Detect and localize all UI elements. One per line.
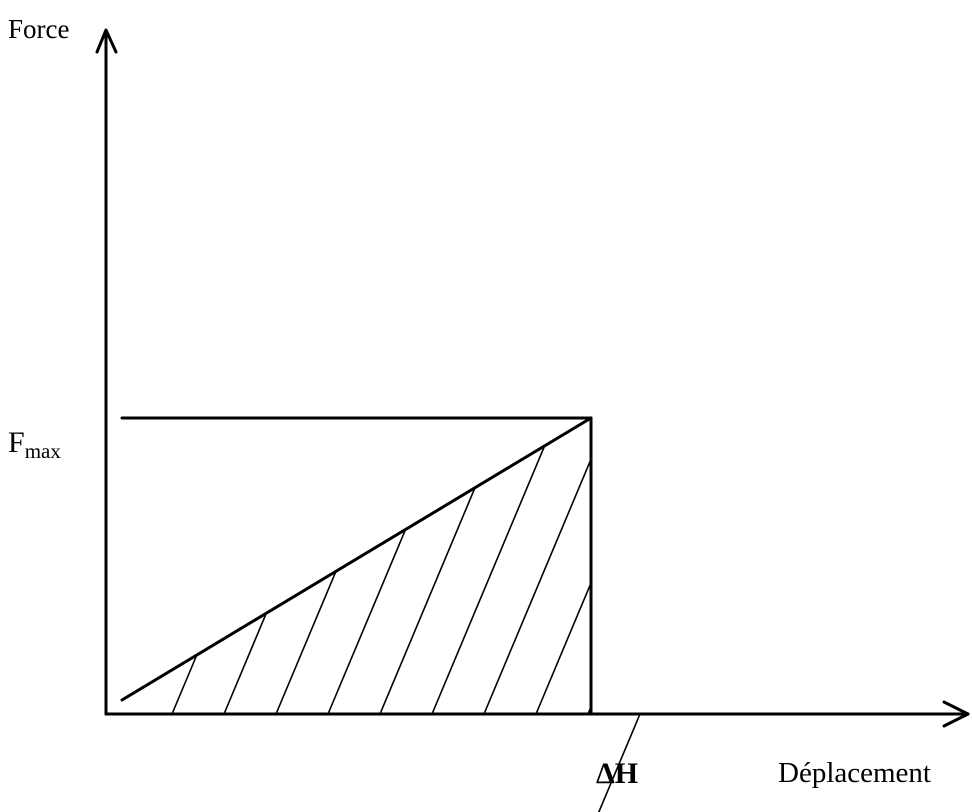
hatch-line (535, 582, 592, 715)
hatch-line (275, 570, 337, 715)
y-axis-arrowhead (95, 28, 118, 54)
hatch-line (327, 528, 407, 715)
hatch-line (379, 486, 476, 715)
y-axis-label: Force (8, 14, 70, 44)
fmax-subscript: max (24, 439, 61, 463)
load-line (120, 416, 593, 702)
hatch-line (223, 612, 268, 715)
fmax-letter: F (8, 426, 25, 459)
fmax-label: Fmax (8, 426, 61, 462)
hatch-line (171, 654, 198, 715)
hatch-line (597, 713, 641, 812)
x-axis-label: Déplacement (778, 757, 931, 789)
hatched-area (171, 445, 641, 812)
hatch-line (431, 445, 546, 715)
x-axis-arrowhead (942, 700, 970, 728)
delta-h-label: ΔH (596, 757, 639, 790)
hatch-line (483, 458, 592, 715)
hatch-line (587, 706, 592, 715)
